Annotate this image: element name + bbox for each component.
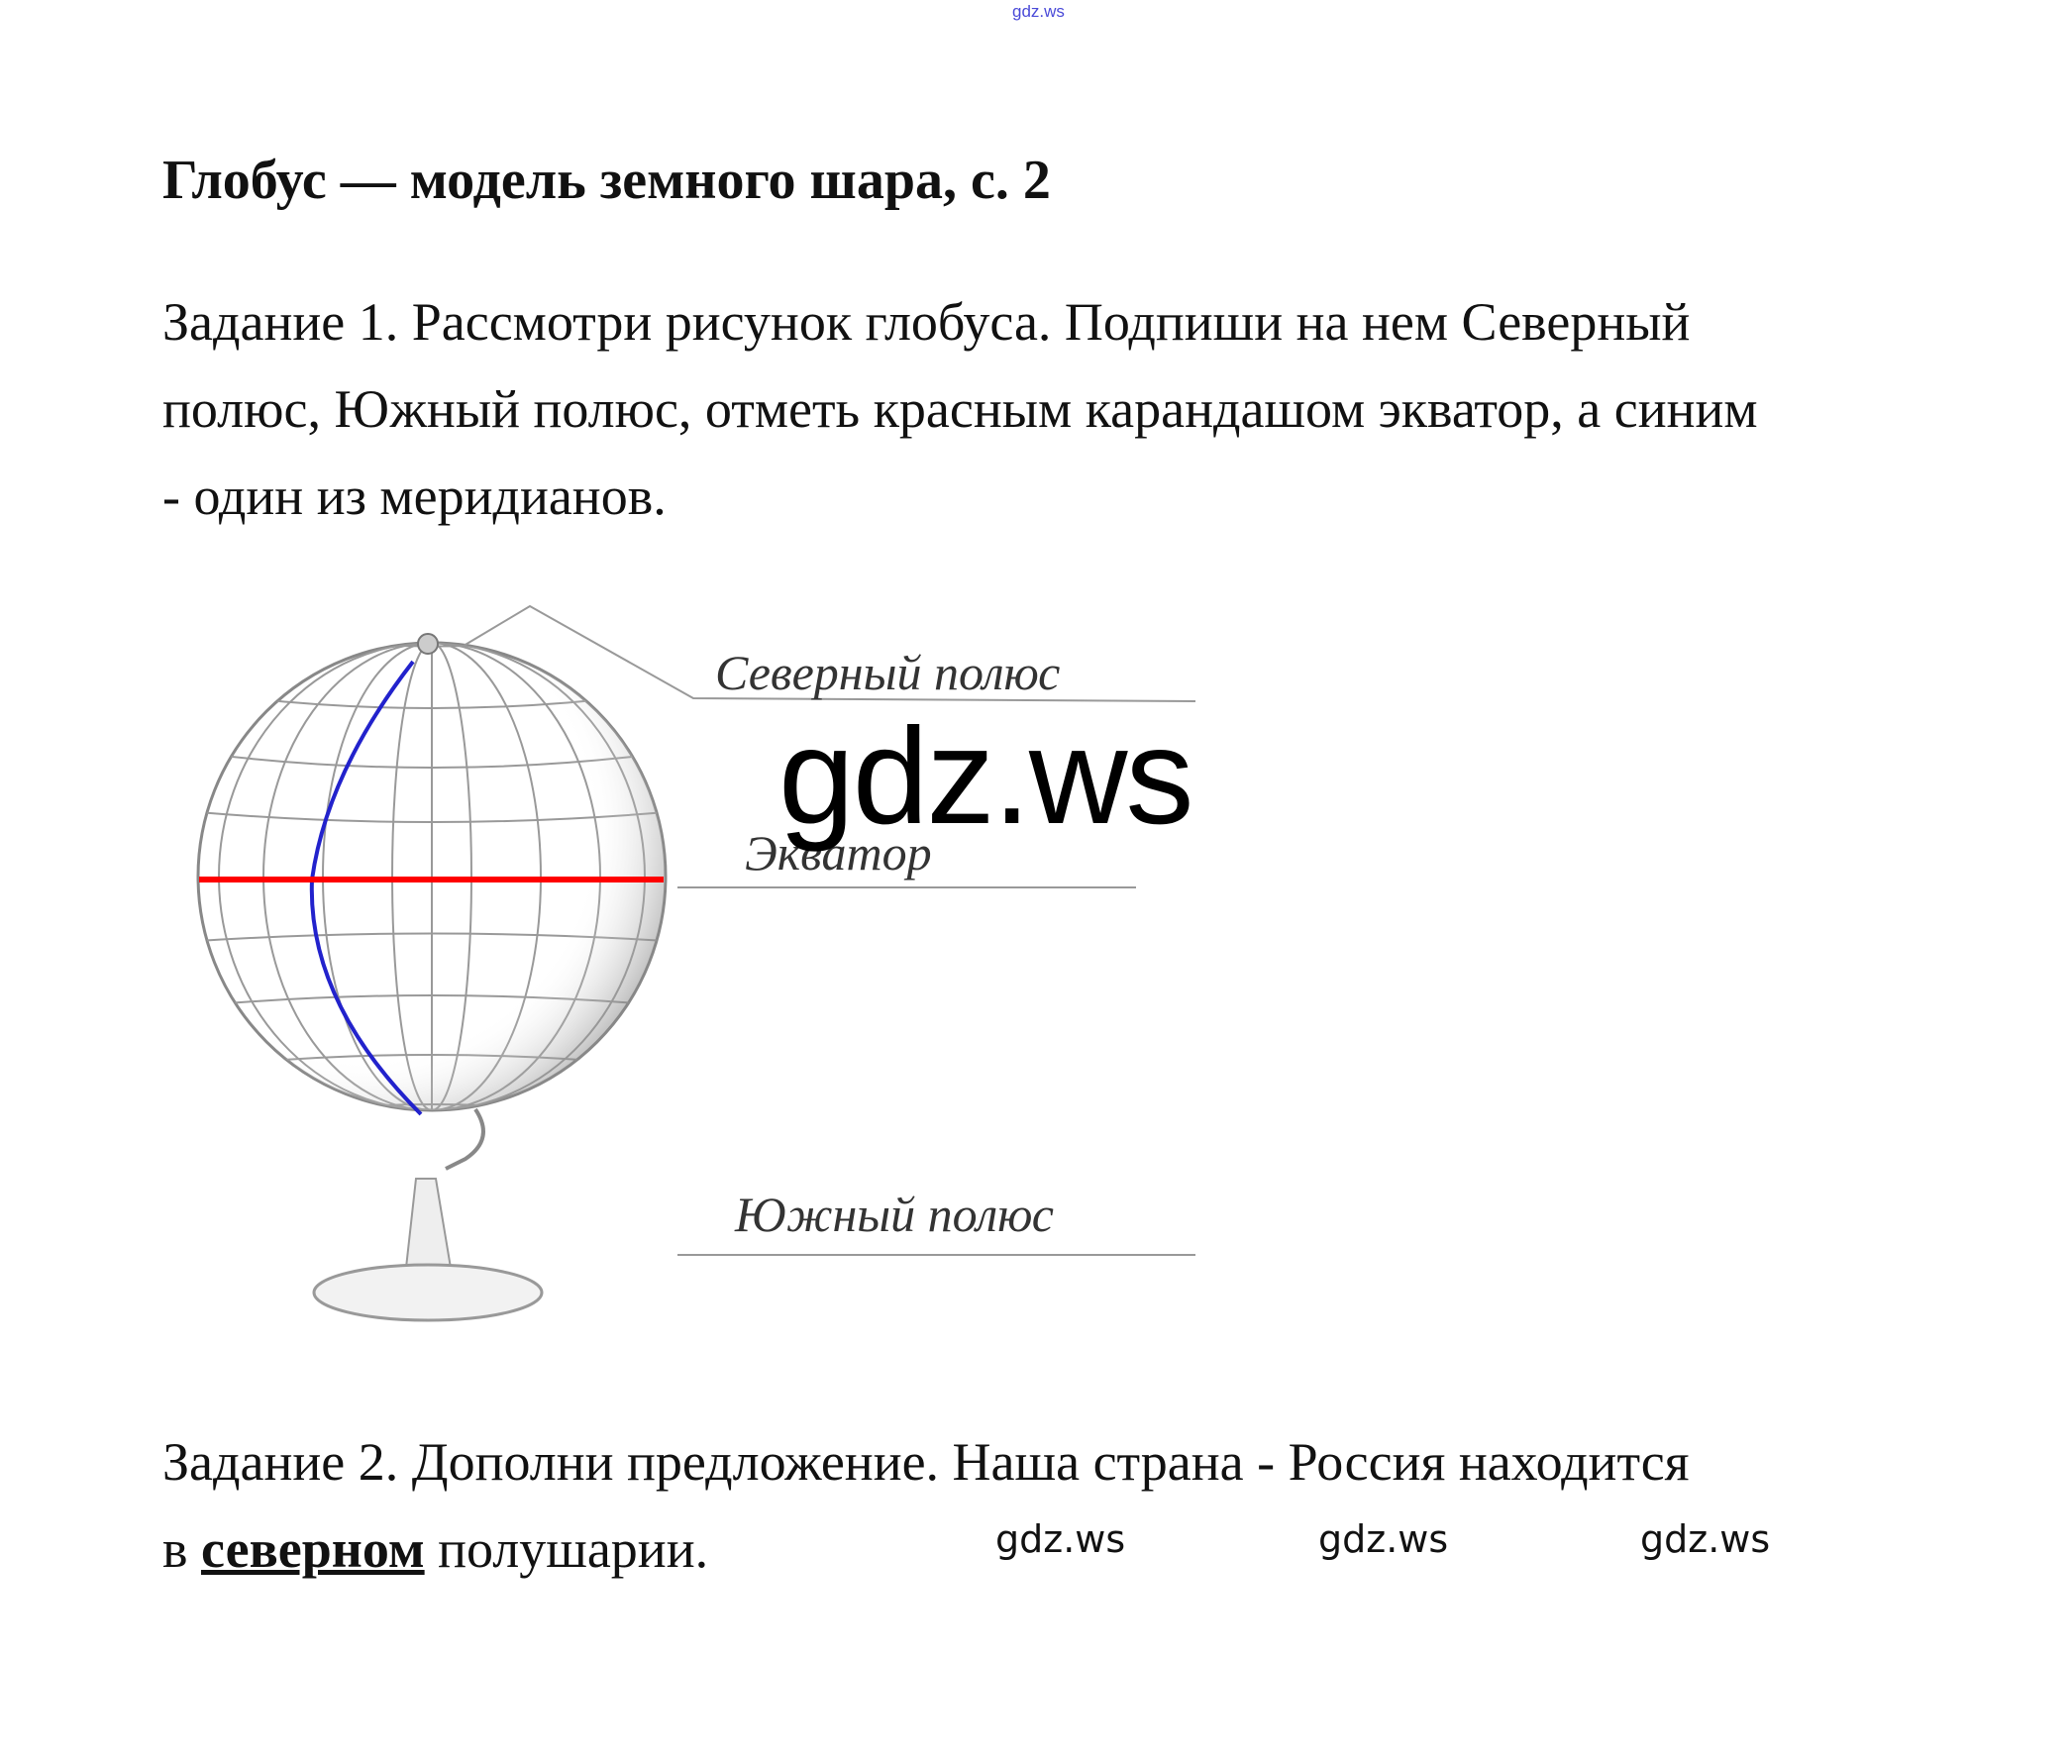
task2-answer: северном [201, 1519, 425, 1579]
watermark-bottom-1: gdz.ws [995, 1517, 1126, 1561]
label-north-pole: Северный полюс [715, 645, 1061, 700]
watermark-bottom-3: gdz.ws [1640, 1517, 1771, 1561]
label-equator: Экватор [745, 825, 932, 881]
watermark-big: gdz.ws [778, 700, 1193, 853]
globe [196, 633, 668, 1322]
task2-line-2: в северном полушарии. [162, 1505, 708, 1593]
label-south-pole: Южный полюс [735, 1187, 1054, 1242]
task2-after: полушарии. [424, 1519, 709, 1579]
watermark-bottom-2: gdz.ws [1318, 1517, 1449, 1561]
task1-line-2: полюс, Южный полюс, отметь красным каран… [162, 379, 1758, 439]
task1-line-3: - один из меридианов. [162, 467, 667, 526]
label-leader-lines [463, 604, 1196, 1256]
task2-line-1: Задание 2. Дополни предложение. Наша стр… [162, 1432, 1690, 1492]
task1-line-1: Задание 1. Рассмотри рисунок глобуса. По… [162, 292, 1691, 352]
watermark-top: gdz.ws [1012, 2, 1065, 21]
task2-before: в [162, 1519, 201, 1579]
page-title: Глобус — модель земного шара, с. 2 [162, 150, 1051, 211]
